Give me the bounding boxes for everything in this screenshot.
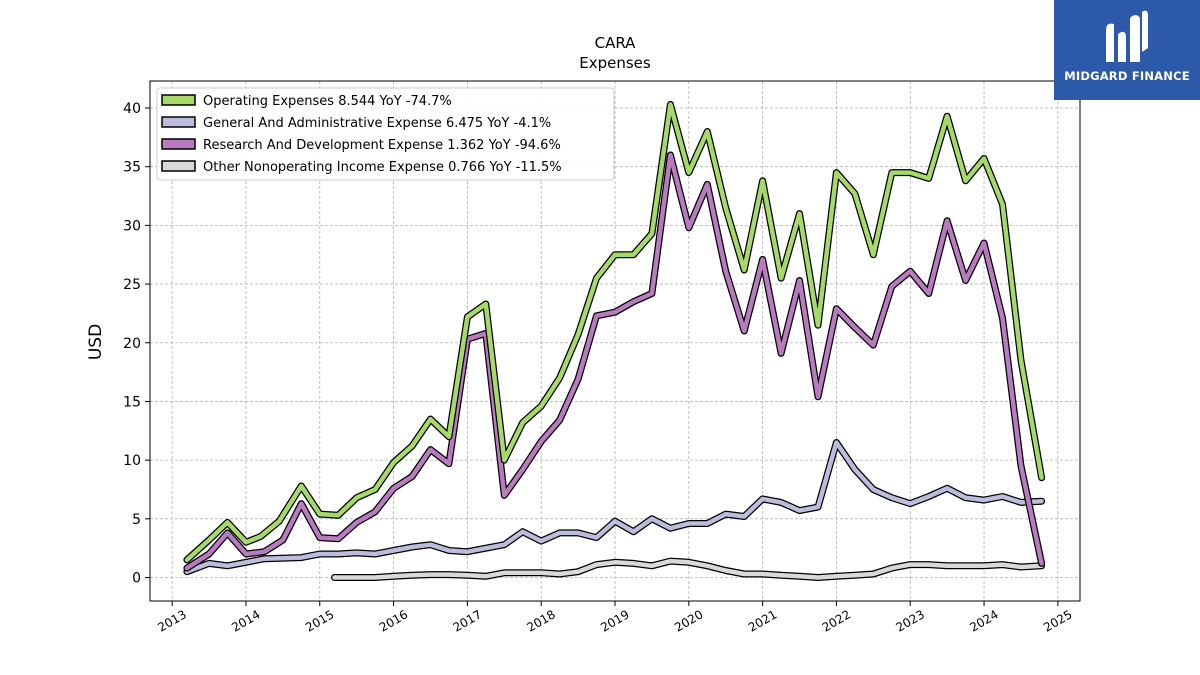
x-tick-label: 2017 [451, 607, 484, 634]
chart-subtitle: Expenses [579, 54, 651, 72]
x-tick-label: 2023 [894, 607, 927, 634]
x-tick-label: 2018 [524, 607, 557, 634]
y-tick-label: 5 [132, 512, 141, 528]
x-tick-label: 2015 [303, 607, 336, 634]
x-tick-label: 2016 [377, 607, 410, 634]
legend-entry: Research And Development Expense 1.362 Y… [203, 138, 561, 153]
x-tick-label: 2025 [1041, 607, 1074, 634]
legend-entry: Other Nonoperating Income Expense 0.766 … [203, 160, 562, 175]
legend-swatch [161, 138, 196, 150]
series-line [184, 152, 1044, 571]
y-tick-label: 35 [123, 160, 141, 176]
legend-swatch [161, 160, 196, 172]
series-line [184, 440, 1044, 574]
y-tick-label: 10 [123, 453, 141, 469]
x-tick-label: 2021 [746, 607, 779, 634]
x-tick-label: 2019 [598, 607, 631, 634]
brand-logo: MIDGARD FINANCE [1054, 0, 1200, 100]
y-tick-label: 20 [123, 336, 141, 352]
legend-box [156, 87, 615, 181]
y-tick-label: 25 [123, 277, 141, 293]
legend-entry: General And Administrative Expense 6.475… [203, 116, 551, 131]
series-line [332, 558, 1044, 580]
y-axis-label: USD [86, 324, 106, 360]
x-tick-label: 2020 [672, 607, 705, 634]
x-tick-label: 2024 [967, 607, 1000, 634]
legend-entry: Operating Expenses 8.544 YoY -74.7% [203, 94, 452, 109]
x-tick-label: 2022 [820, 607, 853, 634]
y-tick-label: 15 [123, 394, 141, 410]
x-tick-label: 2013 [155, 607, 188, 634]
y-tick-label: 0 [132, 571, 141, 587]
series-line [184, 102, 1044, 563]
x-tick-label: 2014 [229, 607, 262, 634]
legend-swatch [161, 94, 196, 106]
legend-swatch [161, 116, 196, 128]
midgard-logo-icon [1106, 10, 1148, 63]
y-tick-label: 40 [123, 101, 141, 117]
y-tick-label: 30 [123, 218, 141, 234]
series-lines [183, 101, 1046, 581]
chart-title: CARA [595, 34, 637, 52]
brand-name: MIDGARD FINANCE [1064, 69, 1190, 83]
legend: Operating Expenses 8.544 YoY -74.7% Gener… [156, 87, 615, 181]
